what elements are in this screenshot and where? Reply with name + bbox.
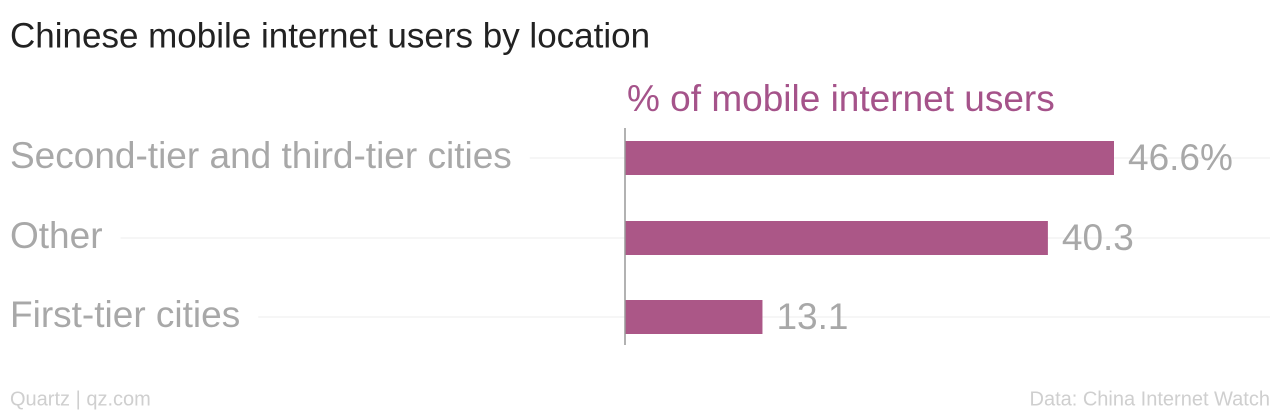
bar — [625, 221, 1048, 255]
category-label: Other — [10, 215, 103, 256]
axis-label: % of mobile internet users — [627, 78, 1055, 119]
category-label: First-tier cities — [10, 294, 240, 335]
category-label: Second-tier and third-tier cities — [10, 135, 512, 176]
source-right: Data: China Internet Watch — [1030, 388, 1271, 410]
source-left: Quartz | qz.com — [10, 388, 151, 410]
value-label: 13.1 — [776, 296, 848, 337]
bar — [625, 141, 1114, 175]
bar — [625, 300, 763, 334]
chart-title: Chinese mobile internet users by locatio… — [10, 16, 650, 55]
value-label: 46.6% — [1128, 137, 1233, 178]
value-label: 40.3 — [1062, 217, 1134, 258]
